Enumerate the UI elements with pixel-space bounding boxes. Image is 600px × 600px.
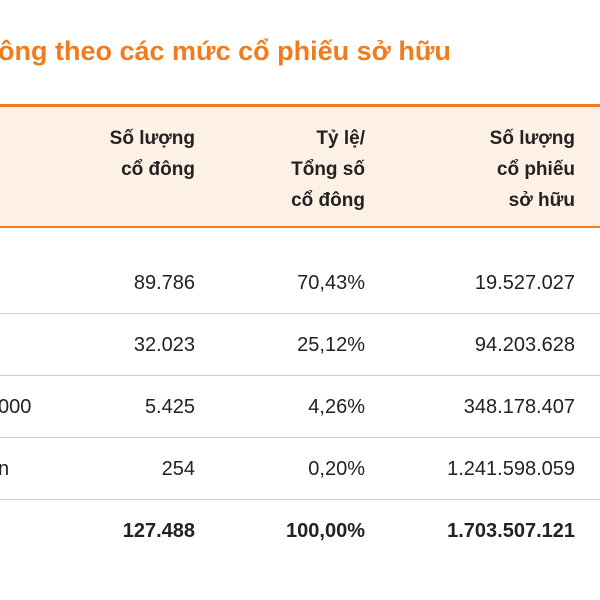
- cell: 254: [161, 458, 195, 480]
- header-line: Tổng số: [291, 159, 365, 180]
- header-line: cổ đông: [291, 190, 365, 211]
- table-header: Số lượng cổ đông Tỷ lệ/Tổng số cổ đông Số lư…: [0, 104, 600, 228]
- row-label: 000: [0, 396, 32, 418]
- header-cell: Tỷ lệ/Tổng số cổ đông: [291, 123, 365, 216]
- cell: 4,26%: [308, 396, 365, 418]
- row-label: n: [0, 458, 10, 480]
- header-cell: Số lượng cổ đông: [110, 123, 195, 185]
- table-row: 89.786 70,43% 19.527.027: [0, 252, 600, 314]
- table-row: 32.023 25,12% 94.203.628: [0, 314, 600, 376]
- cell: 348.178.407: [463, 396, 575, 418]
- table-row: 000 5.425 4,26% 348.178.407: [0, 376, 600, 438]
- cell: 32.023: [133, 334, 195, 356]
- cell: 5.425: [144, 396, 195, 418]
- table-row: n 254 0,20% 1.241.598.059: [0, 438, 600, 500]
- cell: 25,12%: [297, 334, 365, 356]
- header-line: cổ phiếu: [496, 159, 575, 180]
- header-cell: Số lượng cổ phiếu sở hữu: [490, 123, 575, 216]
- header-line: Tỷ lệ/: [316, 128, 365, 149]
- cell: 0,20%: [308, 458, 365, 480]
- header-line: sở hữu: [508, 190, 575, 211]
- cell: 89.786: [133, 272, 195, 294]
- table-row: 127.488 100,00% 1.703.507.121: [0, 500, 600, 562]
- cell: 100,00%: [286, 520, 365, 542]
- title: ông theo các mức cổ phiếu sở hữu: [0, 36, 451, 66]
- cell: 70,43%: [297, 272, 365, 294]
- header-line: cổ đông: [121, 159, 195, 180]
- cell: 1.703.507.121: [447, 520, 575, 542]
- header-line: Số lượng: [109, 128, 195, 149]
- cell: 19.527.027: [474, 272, 575, 294]
- cell: 127.488: [122, 520, 195, 542]
- cell: 94.203.628: [474, 334, 575, 356]
- header-line: Số lượng: [489, 128, 575, 149]
- cell: 1.241.598.059: [447, 458, 575, 480]
